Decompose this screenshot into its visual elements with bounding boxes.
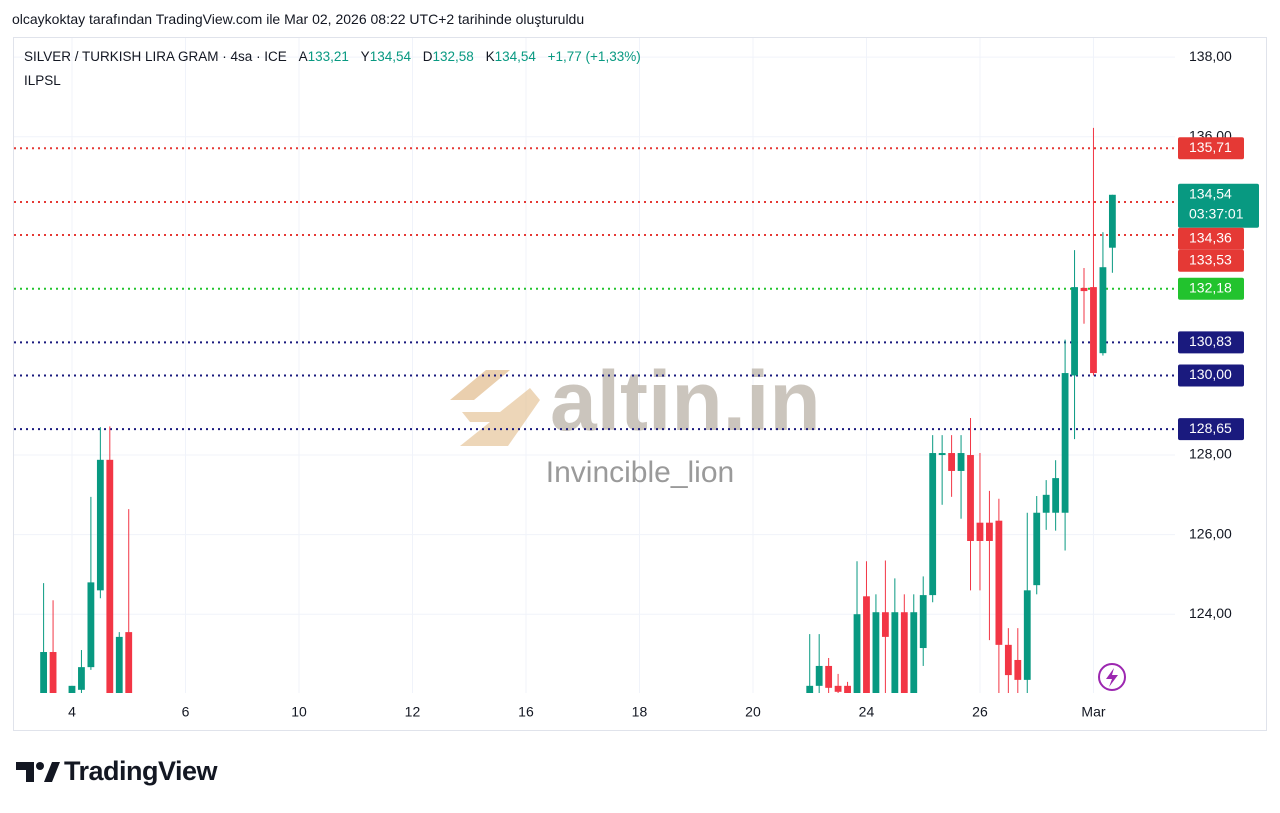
legend-value: 133,21: [307, 49, 349, 64]
level-price-box: [1178, 418, 1244, 441]
candle-body: [910, 612, 918, 693]
level-price-label: 130,00: [1189, 366, 1232, 382]
legend-value: 134,54: [494, 49, 536, 64]
y-tick-label: 138,00: [1189, 48, 1232, 64]
last-price-label: 134,54: [1189, 185, 1232, 201]
candle-body: [106, 459, 114, 693]
legend-change: +1,77 (+1,33%): [547, 49, 641, 64]
candle-body: [1080, 287, 1088, 292]
candle-body: [872, 612, 880, 693]
last-price-box: [1178, 183, 1259, 228]
countdown: 03:37:01: [1189, 205, 1244, 221]
candle-body: [957, 453, 965, 471]
logo-icon: [16, 762, 60, 782]
candle-body: [948, 453, 956, 471]
watermark-logo: [450, 370, 540, 446]
x-tick-label: 26: [972, 704, 988, 720]
candle-body: [881, 612, 889, 637]
watermark-author: Invincible_lion: [545, 456, 735, 489]
candle-body: [40, 652, 48, 693]
candle-body: [891, 612, 899, 693]
candle-body: [68, 685, 76, 693]
candle-body: [806, 685, 814, 693]
level-price-label: 130,83: [1189, 333, 1232, 349]
candle-body: [967, 455, 974, 541]
watermark-brand: altin.in: [550, 354, 821, 448]
candle-body: [900, 612, 908, 693]
candle-body: [938, 453, 946, 456]
level-price-label: 134,36: [1189, 229, 1232, 245]
candle-body: [825, 665, 833, 688]
level-price-box: [1178, 277, 1244, 300]
candle-body: [976, 522, 984, 541]
candle-body: [1023, 590, 1031, 680]
x-tick-label: 20: [745, 704, 761, 720]
candle-body: [919, 595, 927, 649]
candle-body: [1033, 512, 1041, 586]
candle-body: [1052, 478, 1060, 513]
indicator-name: ILPSL: [24, 73, 61, 88]
candle-body: [87, 582, 95, 668]
candle-body: [1014, 659, 1022, 680]
x-tick-label: Mar: [1081, 704, 1105, 720]
legend: SILVER / TURKISH LIRA GRAM · 4sa · ICE A…: [24, 49, 641, 64]
candle-body: [995, 520, 1003, 645]
candle-body: [1071, 287, 1078, 376]
level-price-box: [1178, 249, 1244, 272]
level-price-label: 128,65: [1189, 420, 1232, 436]
candle-body: [96, 459, 104, 591]
x-tick-label: 6: [182, 704, 190, 720]
level-price-label: 135,71: [1189, 139, 1232, 155]
candle-body: [78, 667, 85, 690]
candle-body: [1108, 194, 1116, 248]
candle-body: [986, 522, 993, 541]
candle-body: [863, 596, 870, 693]
level-price-box: [1178, 227, 1244, 250]
candle-body: [815, 665, 823, 686]
candle-body: [844, 685, 851, 693]
y-tick-label: 128,00: [1189, 446, 1232, 462]
candle-body: [115, 636, 123, 693]
x-tick-label: 10: [291, 704, 307, 720]
level-price-box: [1178, 137, 1244, 160]
candle-body: [929, 453, 937, 596]
y-tick-label: 126,00: [1189, 525, 1232, 541]
x-tick-label: 16: [518, 704, 534, 720]
candle-body: [1042, 494, 1050, 513]
alert-icon: [1098, 663, 1126, 691]
legend-key: A: [298, 49, 308, 64]
legend-key: D: [422, 49, 433, 64]
legend-key: K: [485, 49, 495, 64]
x-tick-label: 4: [68, 704, 76, 720]
level-price-label: 132,18: [1189, 279, 1232, 295]
candle-body: [1090, 287, 1097, 374]
candle-body: [49, 652, 57, 693]
x-tick-label: 12: [405, 704, 421, 720]
level-price-box: [1178, 364, 1244, 387]
legend-key: Y: [360, 49, 370, 64]
x-tick-label: 18: [632, 704, 648, 720]
chart-frame: [13, 37, 1267, 731]
level-price-label: 133,53: [1189, 251, 1232, 267]
logo-text: TradingView: [64, 756, 218, 786]
legend-value: 132,58: [432, 49, 474, 64]
x-tick-label: 24: [859, 704, 875, 720]
candle-body: [853, 614, 861, 693]
candle-body: [1099, 267, 1107, 354]
level-price-box: [1178, 331, 1244, 354]
y-tick-label: 124,00: [1189, 605, 1232, 621]
candle-body: [125, 632, 133, 693]
symbol-title: SILVER / TURKISH LIRA GRAM · 4sa · ICE: [24, 49, 287, 64]
candle-body: [1004, 644, 1012, 676]
legend-value: 134,54: [369, 49, 411, 64]
caption: olcaykoktay tarafından TradingView.com i…: [12, 11, 585, 27]
candle-body: [834, 685, 842, 692]
candle-body: [1061, 373, 1069, 513]
plot: [14, 127, 1175, 693]
